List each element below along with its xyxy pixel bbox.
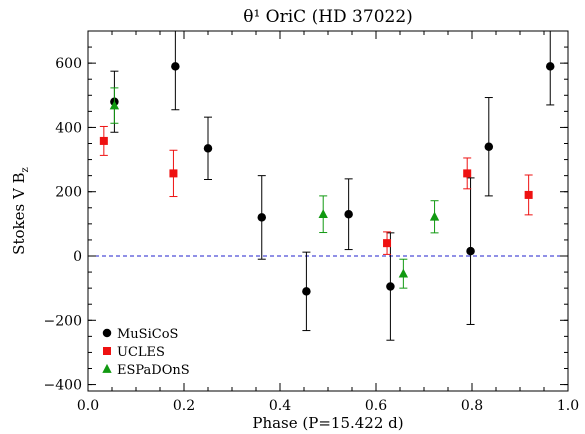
ucles-point-2: [383, 239, 392, 248]
espadons-point-3: [429, 211, 440, 221]
y-tick-label: −400: [44, 378, 82, 394]
musicos-point-5: [344, 209, 353, 219]
x-tick-label: 0.8: [461, 398, 483, 414]
musicos-point-4: [302, 287, 311, 296]
ucles-point-4: [524, 190, 533, 199]
ucles-point-0: [99, 136, 108, 145]
ucles-point-1: [169, 169, 178, 178]
x-axis-title: Phase (P=15.422 d): [252, 414, 403, 432]
y-axis-title-subscript: z: [20, 167, 31, 172]
musicos-point-3: [257, 213, 267, 222]
espadons-point-1: [318, 209, 328, 219]
legend-label-ucles: UCLES: [117, 345, 165, 360]
data-points-group: [99, 31, 555, 341]
musicos-point-8: [484, 142, 494, 151]
y-tick-label: 200: [55, 185, 82, 201]
legend-marker-ucles: [103, 347, 111, 355]
y-tick-label: −200: [44, 313, 82, 329]
musicos-point-7: [466, 246, 475, 256]
x-tick-label: 0.0: [77, 398, 99, 414]
espadons-point-2: [398, 268, 409, 278]
legend-marker-musicos: [102, 328, 112, 338]
musicos-point-9: [545, 62, 555, 71]
y-tick-label: 0: [73, 249, 82, 265]
legend-label-musicos: MuSiCoS: [117, 327, 178, 342]
x-tick-label: 0.2: [173, 398, 195, 414]
musicos-point-6: [386, 282, 395, 291]
musicos-point-2: [203, 144, 213, 153]
espadons-point-0: [109, 100, 120, 110]
x-tick-label: 0.6: [365, 398, 387, 414]
chart-title: θ¹ OriC (HD 37022): [243, 7, 413, 27]
y-tick-label: 400: [55, 120, 82, 136]
y-tick-label: 600: [55, 56, 82, 72]
legend-marker-espadons: [102, 363, 112, 373]
x-tick-label: 0.4: [269, 398, 291, 414]
ucles-point-3: [463, 169, 472, 178]
x-tick-label: 1.0: [557, 398, 579, 414]
musicos-point-1: [171, 62, 180, 71]
y-axis-title-main: Stokes V B: [10, 172, 28, 254]
legend-label-espadons: ESPaDOnS: [117, 363, 190, 378]
y-axis-title: Stokes V Bz: [10, 167, 31, 255]
